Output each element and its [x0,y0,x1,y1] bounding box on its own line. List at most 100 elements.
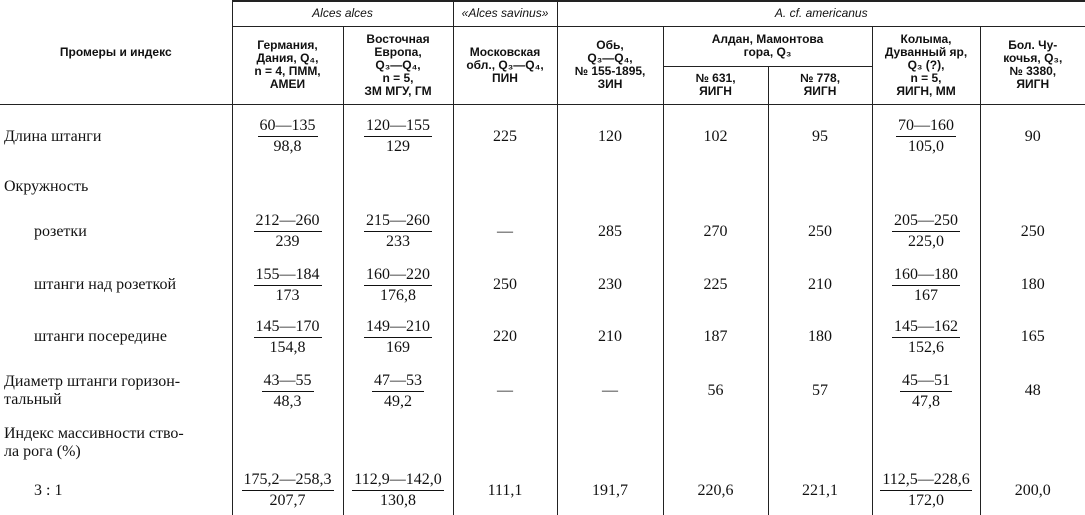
header-row: № 631, ЯИГН № 778, ЯИГН [0,66,1085,105]
fraction: 45—51 47,8 [900,372,953,411]
data-cell: 45—51 47,8 [871,363,981,419]
range-value: 112,5—228,6 [880,471,972,491]
data-cell: 48 [979,363,1085,419]
mean-value: 98,8 [273,138,302,156]
row-label: Диаметр штанги горизон- тальный [4,373,181,408]
data-cell: 285 [556,204,664,259]
row-label: штанги посередине [34,328,167,345]
range-value: 47—53 [372,372,424,392]
data-cell: — [452,204,558,259]
fraction: 149—210 169 [364,318,432,357]
range-value: 175,2—258,3 [241,471,334,491]
data-cell: 200,0 [979,466,1085,515]
data-cell [767,169,873,204]
data-cell: 225 [662,259,769,311]
fraction: 60—135 98,8 [257,117,318,156]
data-cell: 145—162 152,6 [871,311,981,363]
range-value: 160—180 [892,266,961,286]
data-cell: 149—210 169 [342,311,454,363]
group-header: «Alces savinus» [452,0,558,27]
data-cell [231,169,343,204]
data-cell: 160—180 167 [871,259,981,311]
data-cell: 250 [979,204,1085,259]
mean-value: 176,8 [380,286,416,304]
body-row: Диаметр штанги горизон- тальный 43—55 48,3… [0,363,1085,419]
mean-value: 152,6 [908,338,945,356]
fraction: 145—170 154,8 [253,318,322,357]
data-cell: 225 [452,104,558,169]
row-label: розетки [34,222,87,240]
data-cell [231,419,343,466]
data-cell [452,419,558,466]
mean-value: 105,0 [908,138,945,156]
data-cell: 210 [556,311,664,363]
data-cell: 250 [452,259,558,311]
body-row: 3 : 1 175,2—258,3 207,7 112,9—142,0 130,8 111… [0,466,1085,515]
data-cell: 270 [662,204,769,259]
fraction: 70—160 105,0 [896,117,957,156]
data-cell: 155—184 173 [231,259,343,311]
data-cell [767,419,873,466]
data-cell: 120—155 129 [342,104,454,169]
body-row: Окружность [0,169,1085,204]
column-header: Восточная Европа, Q₃—Q₄, n = 5, ЗМ МГУ, … [342,26,454,105]
group-header: Alces alces [231,0,454,27]
mean-value: 173 [275,286,300,304]
data-cell: 212—260 239 [231,204,343,259]
row-label: Длина штанги [4,127,102,145]
data-cell [662,169,769,204]
range-value: 45—51 [900,372,953,392]
data-cell: 47—53 49,2 [342,363,454,419]
header-row: Германия, Дания, Q₄, n = 4, ПММ, АМЕИ Вос… [0,26,1085,105]
range-value: 160—220 [364,266,432,286]
column-header: Бол. Чу- кочья, Q₃, № 3380, ЯИГН [979,26,1085,105]
data-cell: 220,6 [662,466,769,515]
data-cell: 205—250 225,0 [871,204,981,259]
fraction: 155—184 173 [253,266,322,305]
mean-value: 239 [275,233,300,250]
data-cell: 175,2—258,3 207,7 [231,466,343,515]
data-cell: 187 [662,311,769,363]
data-cell [871,419,981,466]
column-header: Обь, Q₃—Q₄, № 155-1895, ЗИН [556,26,664,105]
fraction: 112,9—142,0 130,8 [352,471,444,510]
row-label-header: Промеры и индекс [0,1,232,105]
range-value: 120—155 [364,117,432,138]
fraction: 160—180 167 [892,266,961,305]
range-value: 145—170 [253,318,322,338]
data-cell: 215—260 233 [342,204,454,259]
range-value: 60—135 [257,117,318,138]
data-cell [871,169,981,204]
fraction: 212—260 239 [253,212,322,251]
data-cell [452,169,558,204]
mean-value: 48,3 [273,392,302,410]
table-header: Промеры и индекс Alces alces «Alces savinu… [0,0,1085,105]
data-cell: 220 [452,311,558,363]
body-row: штанги посередине 145—170 154,8 149—210 169 2… [0,311,1085,363]
fraction: 112,5—228,6 172,0 [880,471,972,510]
mean-value: 172,0 [908,492,945,509]
data-cell: — [556,363,664,419]
data-cell: 165 [979,311,1085,363]
data-cell: 180 [979,259,1085,311]
data-cell: 145—170 154,8 [231,311,343,363]
fraction: 47—53 49,2 [372,372,424,411]
column-header: № 631, ЯИГН [662,66,769,105]
column-header: № 778, ЯИГН [767,66,873,105]
fraction: 160—220 176,8 [364,266,432,305]
mean-value: 130,8 [380,492,416,509]
mean-value: 169 [386,338,410,356]
data-cell [556,169,664,204]
body-row: розетки 212—260 239 215—260 233—285 270 250 205… [0,204,1085,259]
mean-value: 225,0 [908,233,945,250]
header-row: Промеры и индекс Alces alces «Alces savinu… [0,0,1085,105]
data-cell [979,169,1085,204]
fraction: 120—155 129 [364,117,432,156]
data-cell: 230 [556,259,664,311]
data-cell: 70—160 105,0 [871,104,981,169]
data-cell: 57 [767,363,873,419]
data-cell: 250 [767,204,873,259]
